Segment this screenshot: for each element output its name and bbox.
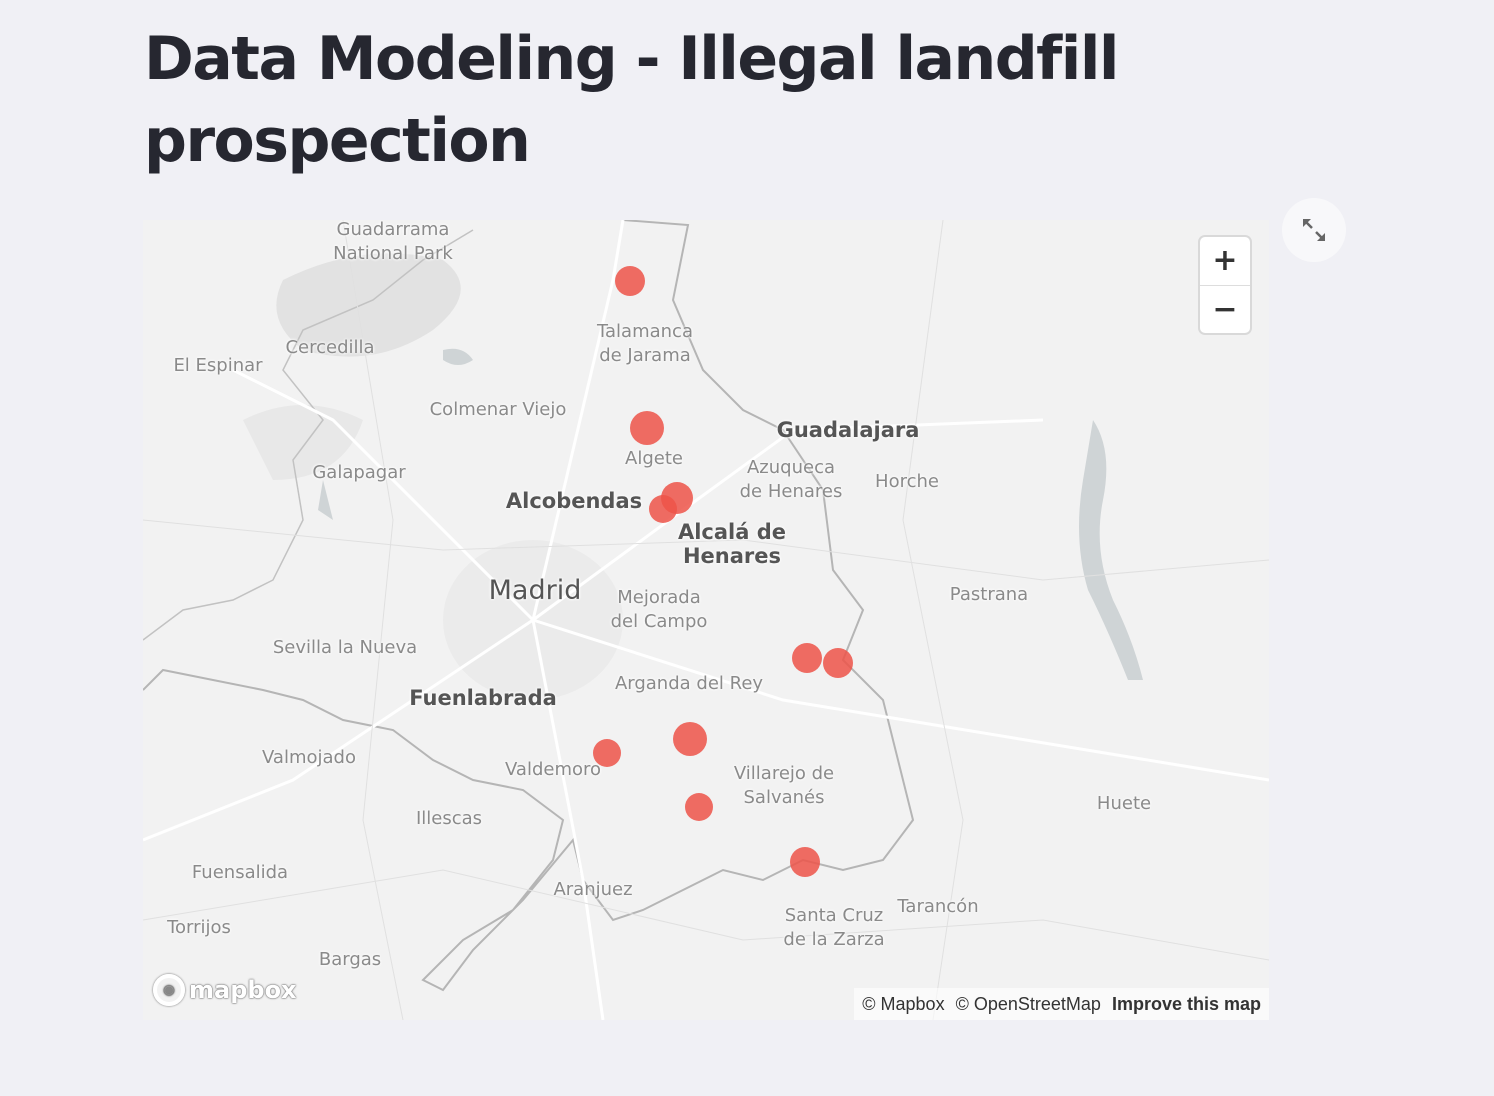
mapbox-logo[interactable]: ◉ mapbox xyxy=(153,974,297,1006)
map-label-villarejo: Villarejo de Salvanés xyxy=(733,763,835,808)
landfill-marker[interactable] xyxy=(823,648,853,678)
map-label-mejorada: Mejorada del Campo xyxy=(610,587,708,632)
map-attribution: © Mapbox © OpenStreetMap Improve this ma… xyxy=(854,988,1269,1020)
map-label-fuenlabrada: Fuenlabrada xyxy=(409,686,557,710)
landfill-marker[interactable] xyxy=(673,722,707,756)
landfill-marker[interactable] xyxy=(649,495,677,523)
landfill-marker[interactable] xyxy=(615,266,645,296)
mapbox-logo-icon: ◉ xyxy=(153,974,185,1006)
map-label-el-espinar: El Espinar xyxy=(173,355,263,376)
expand-arrows-icon xyxy=(1303,219,1325,241)
map-label-aranjuez: Aranjuez xyxy=(553,879,633,900)
landfill-marker[interactable] xyxy=(593,739,621,767)
map-label-alcobendas: Alcobendas xyxy=(505,489,643,513)
map-label-guadarrama: Guadarrama National Park xyxy=(333,220,453,264)
map-label-valdemoro: Valdemoro xyxy=(504,759,602,780)
map-label-huete: Huete xyxy=(1096,793,1152,814)
page-title: Data Modeling - Illegal landfill prospec… xyxy=(144,24,1119,176)
map-label-colmenar-viejo: Colmenar Viejo xyxy=(429,399,567,420)
osm-attribution-link[interactable]: © OpenStreetMap xyxy=(955,994,1101,1014)
map-label-algete: Algete xyxy=(625,448,683,469)
minus-icon: − xyxy=(1212,291,1238,327)
zoom-out-button[interactable]: − xyxy=(1200,286,1250,334)
map-label-horche: Horche xyxy=(875,471,939,492)
mapbox-attribution-link[interactable]: © Mapbox xyxy=(862,994,945,1014)
map-label-fuensalida: Fuensalida xyxy=(191,862,289,883)
plus-icon: + xyxy=(1212,243,1238,279)
landfill-marker[interactable] xyxy=(685,793,713,821)
zoom-control: + − xyxy=(1200,237,1250,333)
map-label-pastrana: Pastrana xyxy=(949,584,1029,605)
map-label-santa-cruz: Santa Cruz de la Zarza xyxy=(783,905,885,950)
map-label-bargas: Bargas xyxy=(318,949,382,970)
fullscreen-button[interactable] xyxy=(1282,198,1346,262)
landfill-marker[interactable] xyxy=(792,643,822,673)
map-label-guadalajara: Guadalajara xyxy=(776,418,920,442)
map-label-alcala: Alcalá de Henares xyxy=(677,520,787,568)
map-label-illescas: Illescas xyxy=(415,808,483,829)
map-label-tarancon: Tarancón xyxy=(897,896,979,917)
zoom-in-button[interactable]: + xyxy=(1200,237,1250,286)
map-label-azuqueca: Azuqueca de Henares xyxy=(739,457,843,502)
landfill-marker[interactable] xyxy=(630,411,664,445)
map-label-galapagar: Galapagar xyxy=(312,462,406,483)
map-base-layer xyxy=(143,220,1269,1020)
map-label-cercedilla: Cercedilla xyxy=(285,337,375,358)
landfill-marker[interactable] xyxy=(790,847,820,877)
map-container[interactable]: Guadarrama National Park Talamanca de Jaram… xyxy=(143,220,1269,1020)
map-label-arganda: Arganda del Rey xyxy=(614,673,764,694)
map-label-valmojado: Valmojado xyxy=(262,747,356,768)
improve-map-link[interactable]: Improve this map xyxy=(1111,994,1261,1014)
mapbox-logo-text: mapbox xyxy=(189,976,297,1004)
map-label-talamanca: Talamanca de Jarama xyxy=(597,321,693,366)
map-label-torrijos: Torrijos xyxy=(167,917,231,938)
map-label-madrid: Madrid xyxy=(488,575,582,606)
map-label-sevilla: Sevilla la Nueva xyxy=(272,637,418,658)
